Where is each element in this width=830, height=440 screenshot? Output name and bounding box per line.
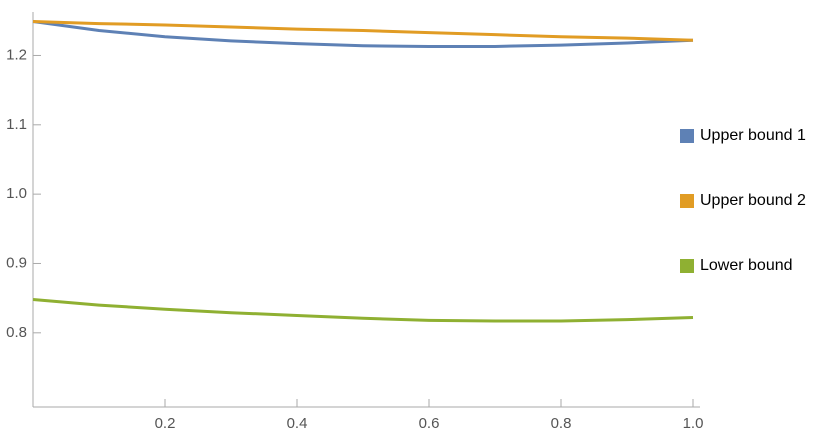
legend-label: Upper bound 1 [700,127,806,144]
line-series [32,20,694,48]
y-tick-label: 0.9 [6,254,27,271]
y-tick-label: 1.0 [6,185,27,202]
x-tick-label: 0.2 [155,415,176,432]
x-tick-label: 0.4 [287,415,308,432]
x-tick-label: 0.6 [419,415,440,432]
line-series [32,298,694,323]
y-tick-label: 1.1 [6,116,27,133]
legend-swatch [680,259,694,273]
legend-swatch [680,129,694,143]
legend-label: Lower bound [700,257,793,274]
y-tick-label: 1.2 [6,46,27,63]
x-tick-label: 1.0 [683,415,704,432]
legend-swatch [680,194,694,208]
y-tick-label: 0.8 [6,324,27,341]
legend-label: Upper bound 2 [700,192,806,209]
x-tick-label: 0.8 [551,415,572,432]
line-series [32,19,694,42]
